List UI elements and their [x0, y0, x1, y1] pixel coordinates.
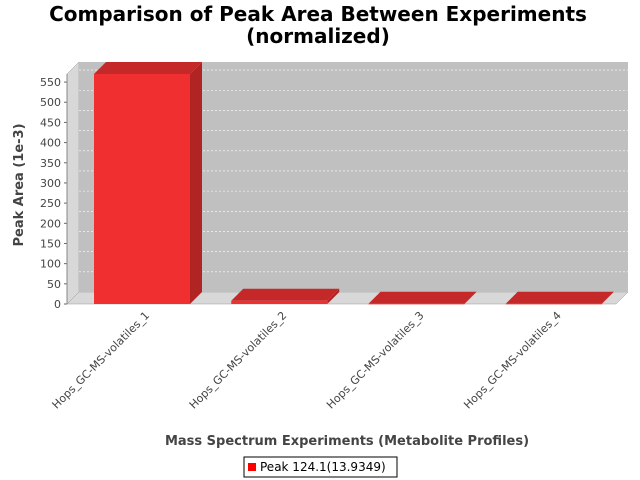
y-tick-label: 50 [47, 278, 61, 291]
chart-title: Comparison of Peak Area Between Experime… [49, 2, 587, 26]
bar-top [231, 288, 340, 301]
bar-front [231, 300, 328, 304]
y-tick-label: 250 [40, 197, 61, 210]
bar-side [464, 291, 477, 304]
y-tick-label: 400 [40, 137, 61, 150]
chart-subtitle: (normalized) [246, 24, 390, 48]
bar-front [368, 303, 465, 305]
y-tick-label: 550 [40, 76, 61, 89]
y-axis-ticks: 0 50 100 150 200 250 300 350 400 450 500 550 [40, 74, 68, 311]
bar [231, 288, 340, 304]
y-tick-label: 150 [40, 237, 61, 250]
y-tick-label: 350 [40, 157, 61, 170]
bar-side [190, 62, 202, 304]
bar-side [601, 291, 614, 304]
y-tick-label: 500 [40, 96, 61, 109]
y-tick-label: 300 [40, 177, 61, 190]
legend-swatch [248, 463, 256, 471]
legend-label: Peak 124.1(13.9349) [260, 460, 386, 474]
bar-front [505, 303, 602, 305]
bar [505, 291, 614, 305]
bar-front [94, 74, 190, 304]
bar [94, 62, 202, 304]
legend: Peak 124.1(13.9349) [243, 456, 398, 478]
bar [368, 291, 477, 305]
legend-box [243, 456, 398, 478]
x-tick-label: Hops_GC-MS-volatiles_4 [461, 309, 564, 412]
plot-left-wall [66, 61, 80, 305]
bar-series [94, 62, 614, 305]
x-tick-label: Hops_GC-MS-volatiles_2 [187, 309, 290, 412]
x-axis-labels: Hops_GC-MS-volatiles_1 Hops_GC-MS-volatil… [50, 309, 564, 412]
bar-side [327, 288, 340, 304]
x-tick-label: Hops_GC-MS-volatiles_1 [50, 309, 153, 412]
y-tick-label: 100 [40, 258, 61, 271]
y-tick-label: 200 [40, 217, 61, 230]
x-tick-label: Hops_GC-MS-volatiles_3 [324, 309, 427, 412]
bar-top [505, 291, 614, 304]
bar-top [94, 62, 202, 74]
x-axis-title: Mass Spectrum Experiments (Metabolite Pr… [165, 434, 529, 449]
y-tick-label: 450 [40, 116, 61, 129]
y-tick-label: 0 [54, 298, 61, 311]
bar-top [368, 291, 477, 304]
y-axis-title: Peak Area (1e-3) [12, 123, 27, 246]
